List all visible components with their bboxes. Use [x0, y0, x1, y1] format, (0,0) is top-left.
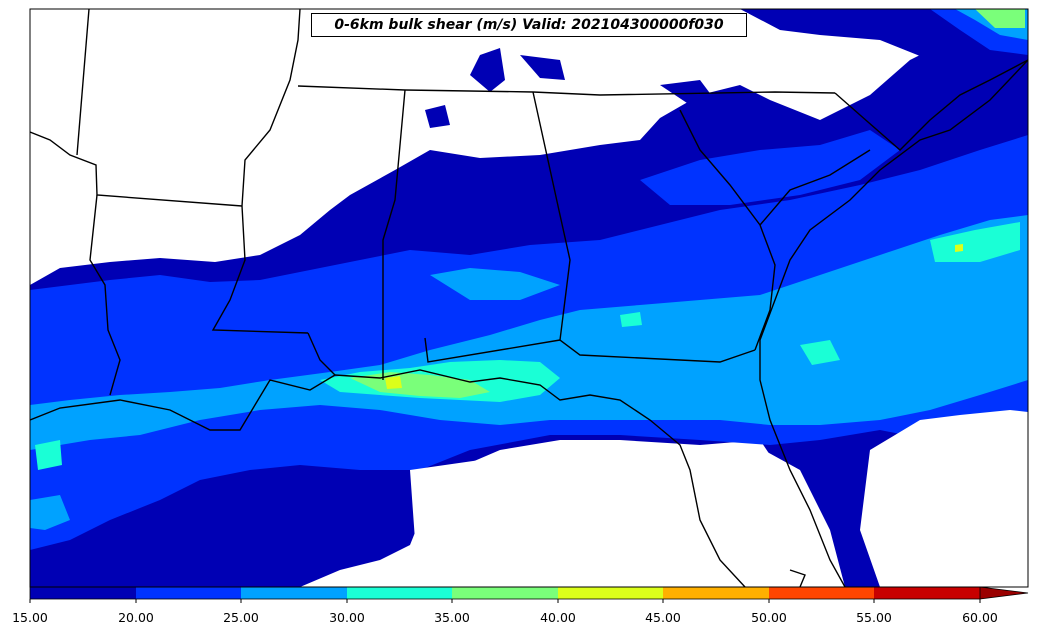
colorbar-tick: 55.00 [856, 610, 892, 625]
colorbar-tick: 45.00 [645, 610, 681, 625]
state-boundaries [30, 9, 1028, 587]
colorbar-tick: 30.00 [329, 610, 365, 625]
map-border [29, 8, 1029, 588]
colorbar-tick: 15.00 [12, 610, 48, 625]
map-title: 0-6km bulk shear (m/s) Valid: 2021043000… [311, 13, 747, 37]
colorbar-tick: 20.00 [118, 610, 154, 625]
colorbar [29, 586, 1029, 603]
colorbar-tick: 25.00 [223, 610, 259, 625]
shear-contour-fill [30, 9, 1028, 587]
colorbar-tick: 35.00 [434, 610, 470, 625]
colorbar-tick: 60.00 [962, 610, 998, 625]
colorbar-tick: 40.00 [540, 610, 576, 625]
colorbar-tick: 50.00 [751, 610, 787, 625]
